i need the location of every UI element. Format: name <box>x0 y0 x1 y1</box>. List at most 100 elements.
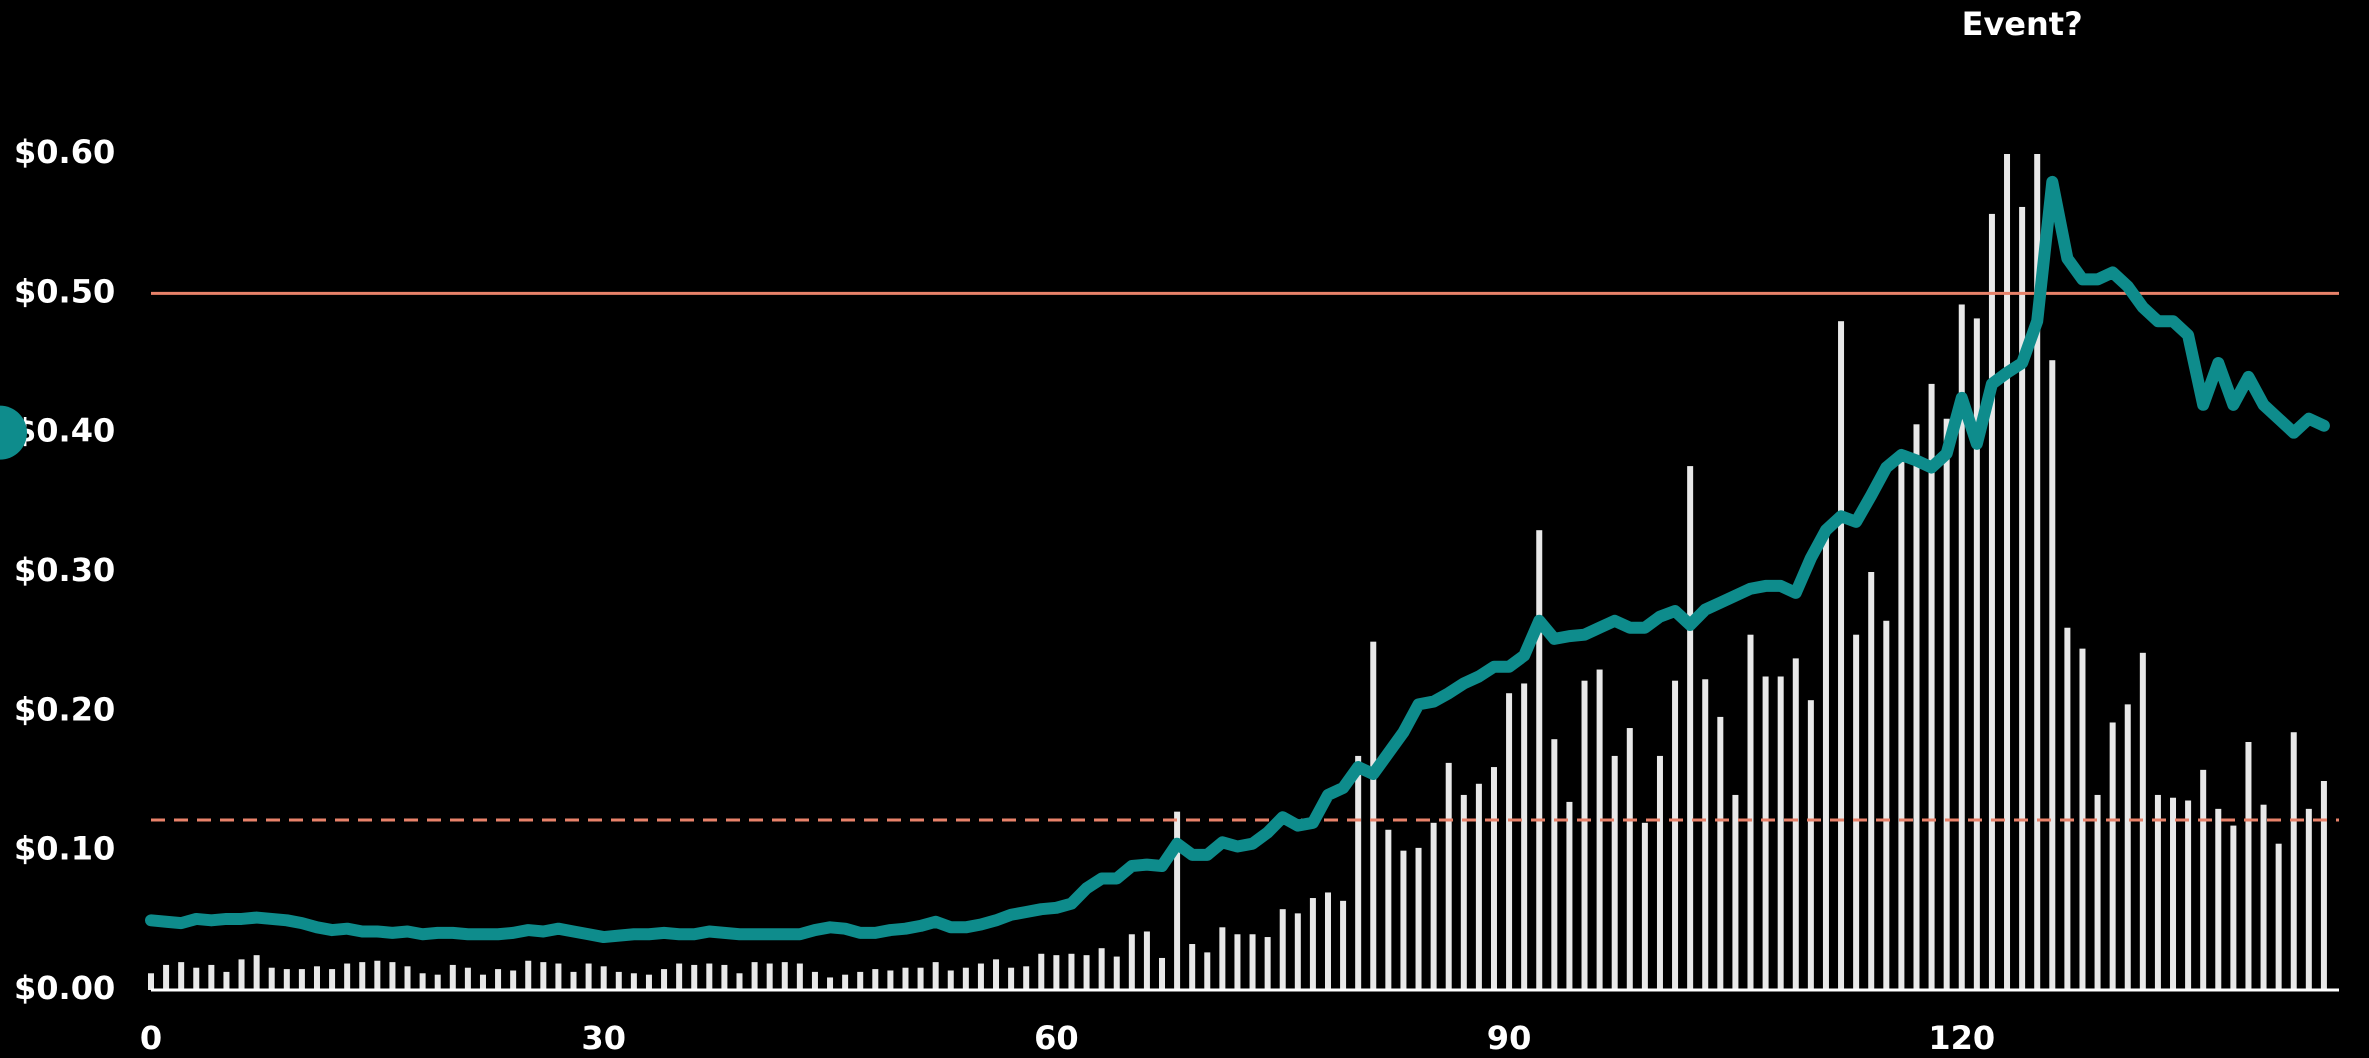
bar <box>1641 822 1648 990</box>
bar <box>2320 781 2327 990</box>
bar <box>1958 304 1965 991</box>
bar <box>1340 900 1347 990</box>
bar <box>1913 424 1920 991</box>
bar <box>1656 755 1663 990</box>
bar <box>842 974 849 990</box>
bar <box>706 963 713 990</box>
bar <box>389 962 396 990</box>
bar <box>766 963 773 990</box>
bar <box>1521 683 1528 990</box>
bar <box>661 969 668 990</box>
bar <box>1143 931 1150 990</box>
bar <box>645 974 652 990</box>
bar <box>2170 797 2177 990</box>
y-tick-label: $0.40 <box>14 412 115 450</box>
bar <box>1581 680 1588 990</box>
bar <box>1838 321 1845 990</box>
bar <box>2260 804 2267 990</box>
bar <box>872 969 879 990</box>
bar <box>525 960 532 990</box>
bar <box>2034 154 2041 990</box>
bar <box>1008 967 1015 990</box>
bar <box>148 973 154 990</box>
bar <box>1430 822 1437 990</box>
bar <box>902 967 909 990</box>
bar <box>1762 676 1769 990</box>
bar <box>827 977 834 990</box>
bar <box>208 964 215 990</box>
bar <box>1385 829 1392 990</box>
end-dot <box>0 405 27 460</box>
bar <box>751 962 758 990</box>
bar <box>2079 648 2086 990</box>
bar <box>163 964 170 990</box>
bar <box>495 969 502 990</box>
bar <box>2019 206 2026 991</box>
bar <box>2230 825 2237 990</box>
bar <box>1898 460 1905 990</box>
bar <box>313 966 320 990</box>
bar <box>1611 755 1618 990</box>
bar <box>1672 680 1679 990</box>
bar <box>1309 898 1316 990</box>
bar <box>2049 360 2056 990</box>
bar <box>1536 530 1543 990</box>
x-tick-label: 60 <box>1034 1019 1079 1057</box>
bar <box>630 973 637 990</box>
bar <box>2064 627 2071 990</box>
bar <box>1400 850 1407 990</box>
bar <box>947 970 954 990</box>
bar <box>1853 634 1860 990</box>
bar <box>1551 739 1558 990</box>
bar <box>1159 957 1166 990</box>
bar <box>344 963 351 990</box>
bar <box>2305 808 2312 990</box>
bar <box>1475 783 1482 990</box>
bar <box>479 974 486 990</box>
y-tick-label: $0.10 <box>14 830 115 868</box>
annotation: Event? <box>1962 5 2083 43</box>
bar <box>540 962 547 990</box>
bar <box>434 974 441 990</box>
bar <box>1943 418 1950 990</box>
x-tick-label: 30 <box>581 1019 626 1057</box>
bar <box>1566 801 1573 990</box>
bar <box>2200 769 2207 990</box>
bar <box>1279 909 1286 990</box>
bar <box>1732 794 1739 990</box>
bar <box>1249 934 1256 990</box>
bar <box>449 964 456 990</box>
bar <box>1807 700 1814 990</box>
bar <box>1777 676 1784 990</box>
bar <box>993 959 1000 990</box>
bar <box>510 970 517 990</box>
bar <box>2185 800 2192 990</box>
bar <box>1068 953 1075 990</box>
bar <box>1234 934 1241 990</box>
bar <box>615 971 622 990</box>
bar <box>1490 767 1497 990</box>
y-tick-label: $0.00 <box>14 969 115 1007</box>
bar <box>1506 693 1513 990</box>
bar <box>1189 944 1196 990</box>
bar <box>1174 811 1181 990</box>
bar <box>419 973 426 990</box>
bar <box>2275 843 2282 990</box>
bar <box>298 969 305 990</box>
bar <box>1053 955 1060 990</box>
bar <box>977 963 984 990</box>
bar <box>962 967 969 990</box>
x-tick-label: 90 <box>1487 1019 1532 1057</box>
y-tick-label: $0.50 <box>14 272 115 310</box>
bar <box>887 970 894 990</box>
bar <box>570 971 577 990</box>
bar <box>1702 679 1709 990</box>
y-tick-label: $0.20 <box>14 690 115 728</box>
bar <box>238 959 245 990</box>
bar <box>359 962 366 990</box>
bar <box>1747 634 1754 990</box>
bar <box>811 971 818 990</box>
bar <box>1626 728 1633 990</box>
bar <box>1687 466 1694 990</box>
